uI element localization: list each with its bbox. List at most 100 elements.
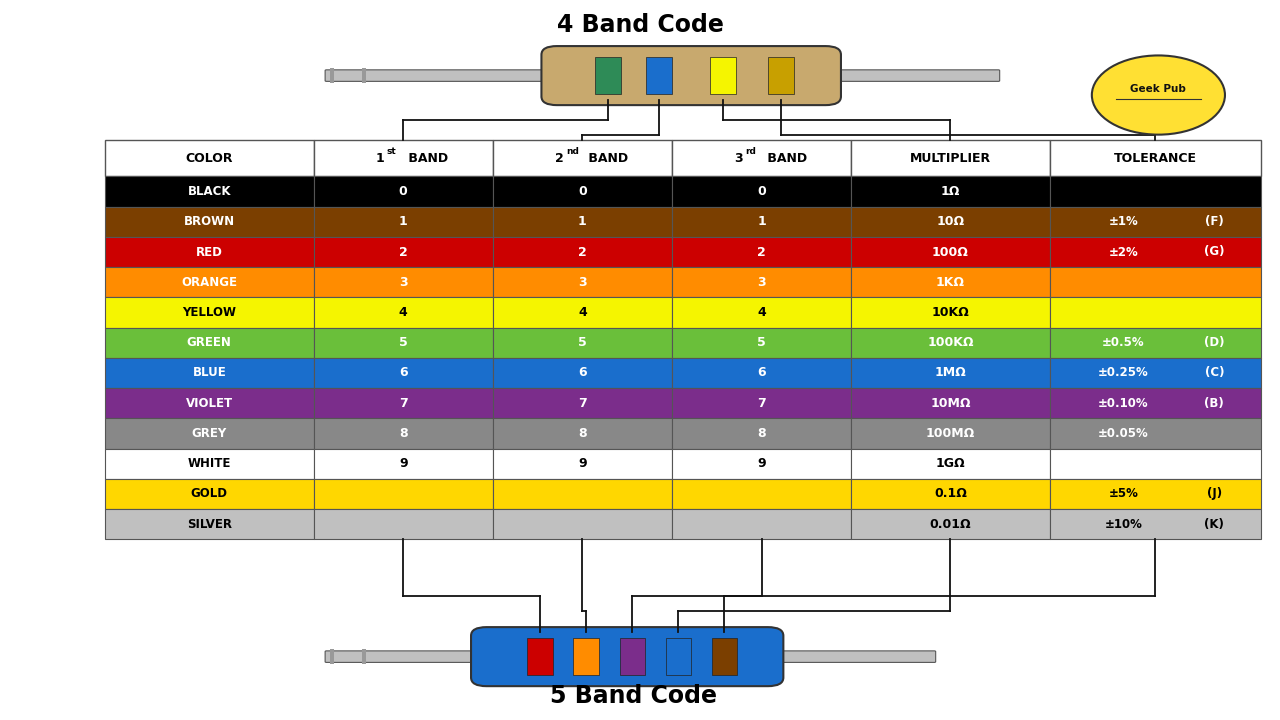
- Bar: [1050, 358, 1261, 388]
- Bar: [314, 449, 493, 479]
- Text: 3: 3: [579, 276, 586, 289]
- Bar: [493, 328, 672, 358]
- Bar: [314, 267, 493, 297]
- Text: 5 Band Code: 5 Band Code: [550, 683, 717, 708]
- Text: ±0.05%: ±0.05%: [1098, 427, 1149, 440]
- Bar: [493, 509, 672, 539]
- Bar: [835, 68, 838, 83]
- Text: 7: 7: [579, 397, 586, 410]
- FancyBboxPatch shape: [541, 46, 841, 105]
- Text: 10Ω: 10Ω: [937, 215, 964, 228]
- Text: 100KΩ: 100KΩ: [927, 336, 974, 349]
- Bar: [672, 328, 851, 358]
- Bar: [105, 140, 314, 176]
- Bar: [851, 237, 1050, 267]
- Text: ±2%: ±2%: [1108, 246, 1138, 258]
- FancyBboxPatch shape: [325, 70, 553, 81]
- Bar: [105, 328, 314, 358]
- FancyBboxPatch shape: [471, 627, 783, 686]
- Bar: [712, 638, 737, 675]
- Text: BLUE: BLUE: [192, 366, 227, 379]
- Text: (B): (B): [1204, 397, 1224, 410]
- Bar: [672, 388, 851, 418]
- Text: GREY: GREY: [192, 427, 227, 440]
- Text: 4: 4: [399, 306, 407, 319]
- Bar: [362, 68, 366, 83]
- Text: 3: 3: [735, 152, 742, 165]
- Bar: [672, 140, 851, 176]
- Bar: [1050, 207, 1261, 237]
- Text: BAND: BAND: [763, 152, 806, 165]
- Bar: [851, 479, 1050, 509]
- Bar: [330, 649, 334, 664]
- Bar: [527, 638, 553, 675]
- Bar: [672, 358, 851, 388]
- Bar: [851, 207, 1050, 237]
- Text: 0: 0: [399, 185, 407, 198]
- Bar: [672, 237, 851, 267]
- Bar: [851, 297, 1050, 328]
- Bar: [851, 267, 1050, 297]
- Text: ±0.10%: ±0.10%: [1098, 397, 1149, 410]
- Bar: [646, 57, 672, 94]
- Bar: [851, 140, 1050, 176]
- Bar: [493, 140, 672, 176]
- FancyBboxPatch shape: [325, 651, 483, 662]
- Bar: [105, 388, 314, 418]
- Bar: [1050, 328, 1261, 358]
- Bar: [493, 176, 672, 207]
- Text: 6: 6: [579, 366, 586, 379]
- Bar: [851, 358, 1050, 388]
- Bar: [851, 388, 1050, 418]
- Text: 2: 2: [758, 246, 765, 258]
- Bar: [493, 207, 672, 237]
- Bar: [1050, 388, 1261, 418]
- Bar: [314, 358, 493, 388]
- Text: YELLOW: YELLOW: [182, 306, 237, 319]
- Bar: [1050, 509, 1261, 539]
- Text: rd: rd: [745, 147, 755, 156]
- Text: 9: 9: [758, 457, 765, 470]
- Bar: [672, 176, 851, 207]
- Text: ORANGE: ORANGE: [182, 276, 237, 289]
- Bar: [493, 237, 672, 267]
- Text: GREEN: GREEN: [187, 336, 232, 349]
- Text: (F): (F): [1204, 215, 1224, 228]
- Text: 1: 1: [758, 215, 765, 228]
- Bar: [1050, 479, 1261, 509]
- Bar: [493, 449, 672, 479]
- Text: 100Ω: 100Ω: [932, 246, 969, 258]
- Text: BAND: BAND: [584, 152, 627, 165]
- Text: 8: 8: [399, 427, 407, 440]
- Text: 4: 4: [758, 306, 765, 319]
- Text: 9: 9: [579, 457, 586, 470]
- Text: ±10%: ±10%: [1105, 518, 1143, 531]
- Bar: [672, 267, 851, 297]
- Bar: [105, 358, 314, 388]
- Text: 8: 8: [579, 427, 586, 440]
- Bar: [672, 509, 851, 539]
- Bar: [493, 297, 672, 328]
- FancyBboxPatch shape: [829, 70, 1000, 81]
- Bar: [493, 479, 672, 509]
- Text: 1GΩ: 1GΩ: [936, 457, 965, 470]
- Text: Geek Pub: Geek Pub: [1130, 84, 1187, 94]
- Bar: [314, 237, 493, 267]
- Text: 4: 4: [579, 306, 586, 319]
- Bar: [851, 509, 1050, 539]
- Bar: [314, 328, 493, 358]
- Bar: [1050, 297, 1261, 328]
- Bar: [105, 207, 314, 237]
- Text: (J): (J): [1207, 487, 1222, 500]
- Text: 0: 0: [579, 185, 586, 198]
- Text: 2: 2: [399, 246, 407, 258]
- Text: 10KΩ: 10KΩ: [932, 306, 969, 319]
- Text: 0: 0: [758, 185, 765, 198]
- Bar: [105, 237, 314, 267]
- Bar: [314, 509, 493, 539]
- Bar: [672, 479, 851, 509]
- Bar: [105, 297, 314, 328]
- Bar: [105, 418, 314, 449]
- Text: TOLERANCE: TOLERANCE: [1114, 152, 1197, 165]
- Bar: [672, 449, 851, 479]
